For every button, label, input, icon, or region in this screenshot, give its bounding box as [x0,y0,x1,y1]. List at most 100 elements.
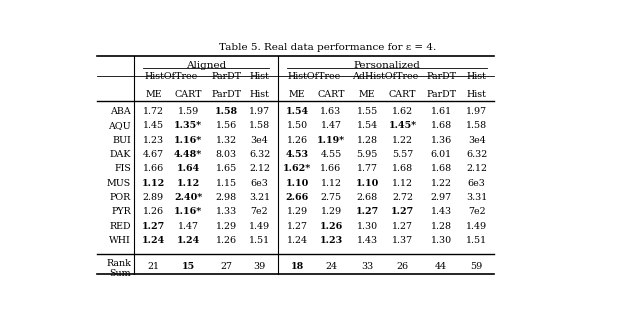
Text: HistOfTree: HistOfTree [287,72,340,81]
Text: Hist: Hist [467,91,487,100]
Text: 4.67: 4.67 [143,150,164,159]
Text: ME: ME [289,91,305,100]
Text: 1.27: 1.27 [356,207,379,216]
Text: 1.24: 1.24 [142,236,165,245]
Text: 6.01: 6.01 [431,150,452,159]
Text: Personalized: Personalized [353,61,420,70]
Text: 2.66: 2.66 [285,193,309,202]
Text: DAK: DAK [109,150,131,159]
Text: 4.53: 4.53 [285,150,309,159]
Text: 1.45*: 1.45* [388,121,417,130]
Text: 1.66: 1.66 [143,164,164,173]
Text: 24: 24 [325,262,337,272]
Text: 1.63: 1.63 [321,107,342,116]
Text: 1.51: 1.51 [466,236,488,245]
Text: 1.16*: 1.16* [174,136,202,145]
Text: 1.66: 1.66 [321,164,342,173]
Text: FIS: FIS [114,164,131,173]
Text: Rank
Sum: Rank Sum [106,259,131,278]
Text: 44: 44 [435,262,447,272]
Text: 1.12: 1.12 [392,179,413,188]
Text: 1.24: 1.24 [177,236,200,245]
Text: 1.19*: 1.19* [317,136,345,145]
Text: 1.55: 1.55 [356,107,378,116]
Text: 1.62*: 1.62* [283,164,312,173]
Text: 8.03: 8.03 [216,150,237,159]
Text: Aligned: Aligned [186,61,227,70]
Text: 6e3: 6e3 [251,179,269,188]
Text: 6e3: 6e3 [468,179,486,188]
Text: Hist: Hist [250,91,269,100]
Text: Table 5. Real data performance for ε = 4.: Table 5. Real data performance for ε = 4… [220,43,436,52]
Text: HistOfTree: HistOfTree [144,72,197,81]
Text: 1.22: 1.22 [392,136,413,145]
Text: 1.27: 1.27 [142,222,165,231]
Text: 2.98: 2.98 [216,193,237,202]
Text: 2.12: 2.12 [249,164,270,173]
Text: 1.23: 1.23 [143,136,164,145]
Text: 1.29: 1.29 [216,222,237,231]
Text: 1.26: 1.26 [319,222,342,231]
Text: ME: ME [145,91,162,100]
Text: 1.12: 1.12 [321,179,342,188]
Text: 2.89: 2.89 [143,193,164,202]
Text: 59: 59 [470,262,483,272]
Text: 4.55: 4.55 [321,150,342,159]
Text: 1.58: 1.58 [466,121,488,130]
Text: CART: CART [388,91,416,100]
Text: 1.27: 1.27 [392,222,413,231]
Text: 18: 18 [291,262,304,272]
Text: AQU: AQU [108,121,131,130]
Text: 1.10: 1.10 [356,179,379,188]
Text: 33: 33 [361,262,373,272]
Text: 2.75: 2.75 [321,193,342,202]
Text: 1.29: 1.29 [287,207,308,216]
Text: ABA: ABA [110,107,131,116]
Text: 1.58: 1.58 [215,107,238,116]
Text: CART: CART [174,91,202,100]
Text: 6.32: 6.32 [249,150,270,159]
Text: 1.47: 1.47 [321,121,342,130]
Text: 1.10: 1.10 [285,179,309,188]
Text: 1.15: 1.15 [216,179,237,188]
Text: 1.30: 1.30 [356,222,378,231]
Text: ParDT: ParDT [426,91,456,100]
Text: 1.49: 1.49 [466,222,488,231]
Text: 7e2: 7e2 [251,207,268,216]
Text: 1.28: 1.28 [431,222,452,231]
Text: 1.33: 1.33 [216,207,237,216]
Text: 1.61: 1.61 [431,107,452,116]
Text: 7e2: 7e2 [468,207,486,216]
Text: 1.26: 1.26 [143,207,164,216]
Text: 1.65: 1.65 [216,164,237,173]
Text: 21: 21 [147,262,159,272]
Text: 3.31: 3.31 [466,193,488,202]
Text: 1.97: 1.97 [249,107,270,116]
Text: 1.29: 1.29 [321,207,342,216]
Text: MUS: MUS [107,179,131,188]
Text: 15: 15 [182,262,195,272]
Text: 1.50: 1.50 [287,121,308,130]
Text: 1.58: 1.58 [249,121,270,130]
Text: 1.77: 1.77 [356,164,378,173]
Text: 1.56: 1.56 [216,121,237,130]
Text: 3.21: 3.21 [249,193,270,202]
Text: Hist: Hist [467,72,487,81]
Text: Hist: Hist [250,72,269,81]
Text: 1.68: 1.68 [431,121,452,130]
Text: 1.32: 1.32 [216,136,237,145]
Text: 6.32: 6.32 [466,150,488,159]
Text: 1.54: 1.54 [356,121,378,130]
Text: 1.72: 1.72 [143,107,164,116]
Text: 4.48*: 4.48* [174,150,202,159]
Text: ParDT: ParDT [211,91,241,100]
Text: 1.24: 1.24 [287,236,308,245]
Text: 1.49: 1.49 [249,222,270,231]
Text: 1.43: 1.43 [431,207,452,216]
Text: 1.43: 1.43 [356,236,378,245]
Text: 1.68: 1.68 [431,164,452,173]
Text: 5.57: 5.57 [392,150,413,159]
Text: ParDT: ParDT [211,72,241,81]
Text: 39: 39 [253,262,266,272]
Text: ME: ME [359,91,376,100]
